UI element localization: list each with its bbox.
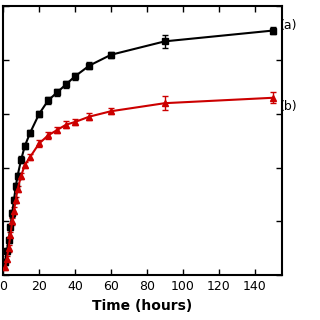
Text: (b): (b) [280,100,297,113]
Text: (a): (a) [280,19,297,32]
X-axis label: Time (hours): Time (hours) [92,299,193,313]
